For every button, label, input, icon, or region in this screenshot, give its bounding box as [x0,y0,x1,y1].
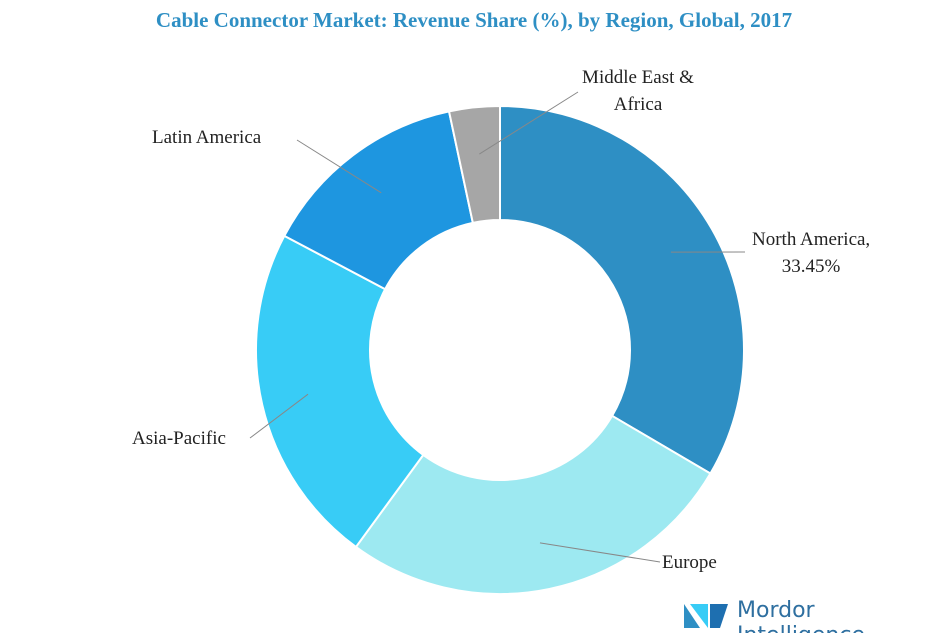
slice-label: Middle East & Africa [582,67,694,115]
slice-label: Europe [662,552,717,573]
slice-label: Latin America [152,127,262,148]
chart-title: Cable Connector Market: Revenue Share (%… [155,8,793,32]
value-label: 33.45% [781,256,841,277]
donut-slice [255,234,425,549]
leader-line [249,393,309,439]
donut-slice [354,414,712,595]
slice-label: Asia-Pacific [132,428,226,449]
logo-icon [684,604,728,628]
slice-label: North America, [752,229,871,250]
donut-slice [283,110,475,291]
leader-line [296,139,382,194]
logo-text: Mordor Intelligence [737,598,865,633]
donut-slice [447,104,501,225]
donut-slice [499,104,745,475]
leader-line [539,542,661,563]
leader-line [479,91,579,155]
